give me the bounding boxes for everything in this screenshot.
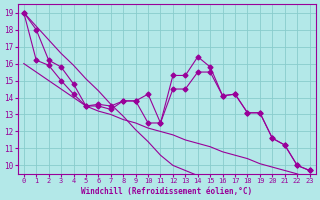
X-axis label: Windchill (Refroidissement éolien,°C): Windchill (Refroidissement éolien,°C) <box>81 187 252 196</box>
